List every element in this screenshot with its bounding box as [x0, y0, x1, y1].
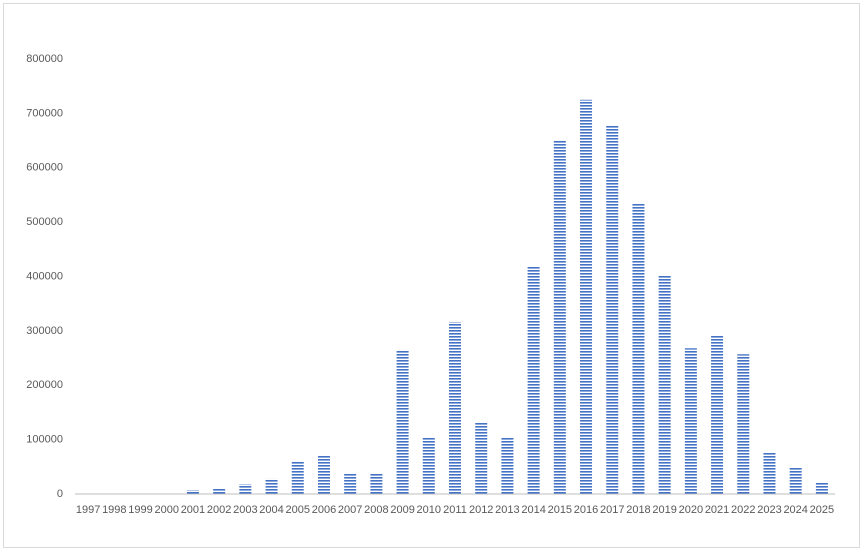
x-tick-label: 2010	[417, 504, 441, 516]
x-tick-label: 2006	[312, 504, 336, 516]
bar	[213, 488, 226, 494]
bar	[265, 478, 278, 494]
x-tick-label: 2018	[626, 504, 650, 516]
x-tick-label: 2007	[338, 504, 362, 516]
x-tick-label: 2021	[705, 504, 729, 516]
bar	[344, 473, 357, 494]
bar	[684, 348, 697, 494]
bar	[763, 452, 776, 494]
x-tick-label: 2017	[600, 504, 624, 516]
bar	[239, 484, 252, 494]
x-tick-label: 2015	[548, 504, 572, 516]
x-tick-label: 2002	[207, 504, 231, 516]
bar	[475, 422, 488, 494]
x-tick-label: 2013	[495, 504, 519, 516]
bar	[632, 203, 645, 494]
y-tick-label: 300000	[26, 325, 63, 337]
bar	[422, 437, 435, 494]
bar	[527, 266, 540, 494]
x-tick-label: 1999	[128, 504, 152, 516]
y-tick-label: 500000	[26, 216, 63, 228]
x-tick-label: 2012	[469, 504, 493, 516]
x-tick-label: 2019	[652, 504, 676, 516]
x-tick-label: 1998	[102, 504, 126, 516]
x-tick-label: 2014	[521, 504, 545, 516]
y-tick-label: 400000	[26, 270, 63, 282]
y-tick-label: 600000	[26, 162, 63, 174]
x-tick-label: 2008	[364, 504, 388, 516]
bar	[789, 467, 802, 494]
y-tick-label: 700000	[26, 107, 63, 119]
x-tick-label: 2022	[731, 504, 755, 516]
y-tick-label: 100000	[26, 434, 63, 446]
bar	[606, 125, 619, 494]
bar	[711, 335, 724, 494]
bar	[658, 275, 671, 494]
bar	[553, 140, 566, 495]
x-tick-label: 2005	[286, 504, 310, 516]
bar	[449, 322, 461, 494]
x-tick-label: 2003	[233, 504, 257, 516]
bar	[815, 482, 828, 494]
x-tick-label: 2023	[757, 504, 781, 516]
x-tick-label: 2016	[574, 504, 598, 516]
y-tick-label: 200000	[26, 379, 63, 391]
bar	[317, 455, 330, 494]
x-tick-label: 2004	[259, 504, 283, 516]
x-tick-label: 2020	[679, 504, 703, 516]
bar	[396, 349, 409, 494]
bar	[186, 490, 199, 494]
bar	[291, 461, 304, 494]
y-tick-label: 0	[57, 488, 63, 500]
bar	[501, 436, 514, 494]
x-tick-label: 2011	[443, 504, 467, 516]
x-tick-label: 2001	[181, 504, 205, 516]
bar	[580, 99, 593, 494]
x-tick-label: 1997	[76, 504, 100, 516]
bar	[370, 473, 383, 494]
bar	[737, 354, 750, 494]
x-tick-label: 2000	[154, 504, 178, 516]
y-tick-label: 800000	[26, 53, 63, 65]
x-tick-label: 2009	[390, 504, 414, 516]
x-tick-label: 2024	[783, 504, 807, 516]
x-tick-label: 2025	[810, 504, 834, 516]
